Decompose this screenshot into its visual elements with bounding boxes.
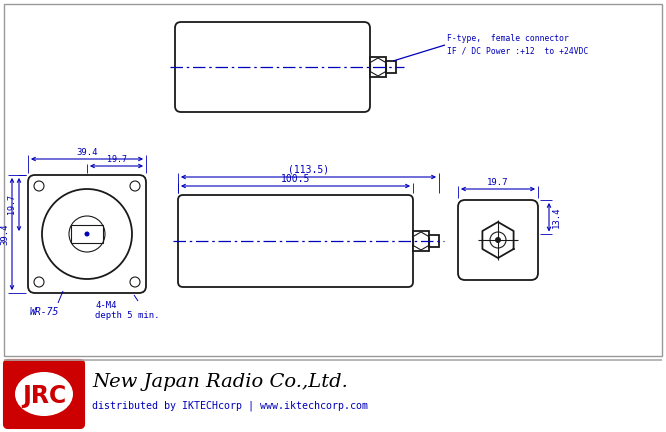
Text: depth 5 min.: depth 5 min. — [95, 311, 159, 320]
FancyBboxPatch shape — [28, 175, 146, 293]
Bar — [370, 57, 386, 77]
Text: 19.7: 19.7 — [107, 155, 127, 164]
Text: WR-75: WR-75 — [30, 307, 59, 317]
FancyBboxPatch shape — [4, 360, 84, 428]
Bar — [413, 231, 429, 251]
Text: IF / DC Power :+12  to +24VDC: IF / DC Power :+12 to +24VDC — [447, 47, 588, 56]
Circle shape — [495, 237, 501, 243]
Text: New Japan Radio Co.,Ltd.: New Japan Radio Co.,Ltd. — [92, 373, 348, 391]
Text: 19.7: 19.7 — [488, 178, 509, 187]
Text: JRC: JRC — [22, 384, 66, 408]
Text: 100.5: 100.5 — [281, 174, 310, 184]
Text: 13.4: 13.4 — [552, 206, 561, 228]
Text: F-type,  female connector: F-type, female connector — [447, 34, 569, 43]
Text: (113.5): (113.5) — [288, 165, 329, 175]
Circle shape — [85, 232, 89, 236]
Bar — [71, 225, 103, 243]
FancyBboxPatch shape — [175, 22, 370, 112]
Bar — [4, 4, 662, 356]
Text: distributed by IKTECHcorp | www.iktechcorp.com: distributed by IKTECHcorp | www.iktechco… — [92, 401, 368, 411]
FancyBboxPatch shape — [178, 195, 413, 287]
Text: 19.7: 19.7 — [7, 194, 16, 215]
Ellipse shape — [15, 372, 73, 416]
Bar — [429, 235, 439, 247]
Bar — [386, 61, 396, 73]
FancyBboxPatch shape — [458, 200, 538, 280]
Text: 39.4: 39.4 — [76, 148, 98, 157]
Text: 4-M4: 4-M4 — [95, 301, 117, 310]
Text: 39.4: 39.4 — [0, 223, 9, 245]
